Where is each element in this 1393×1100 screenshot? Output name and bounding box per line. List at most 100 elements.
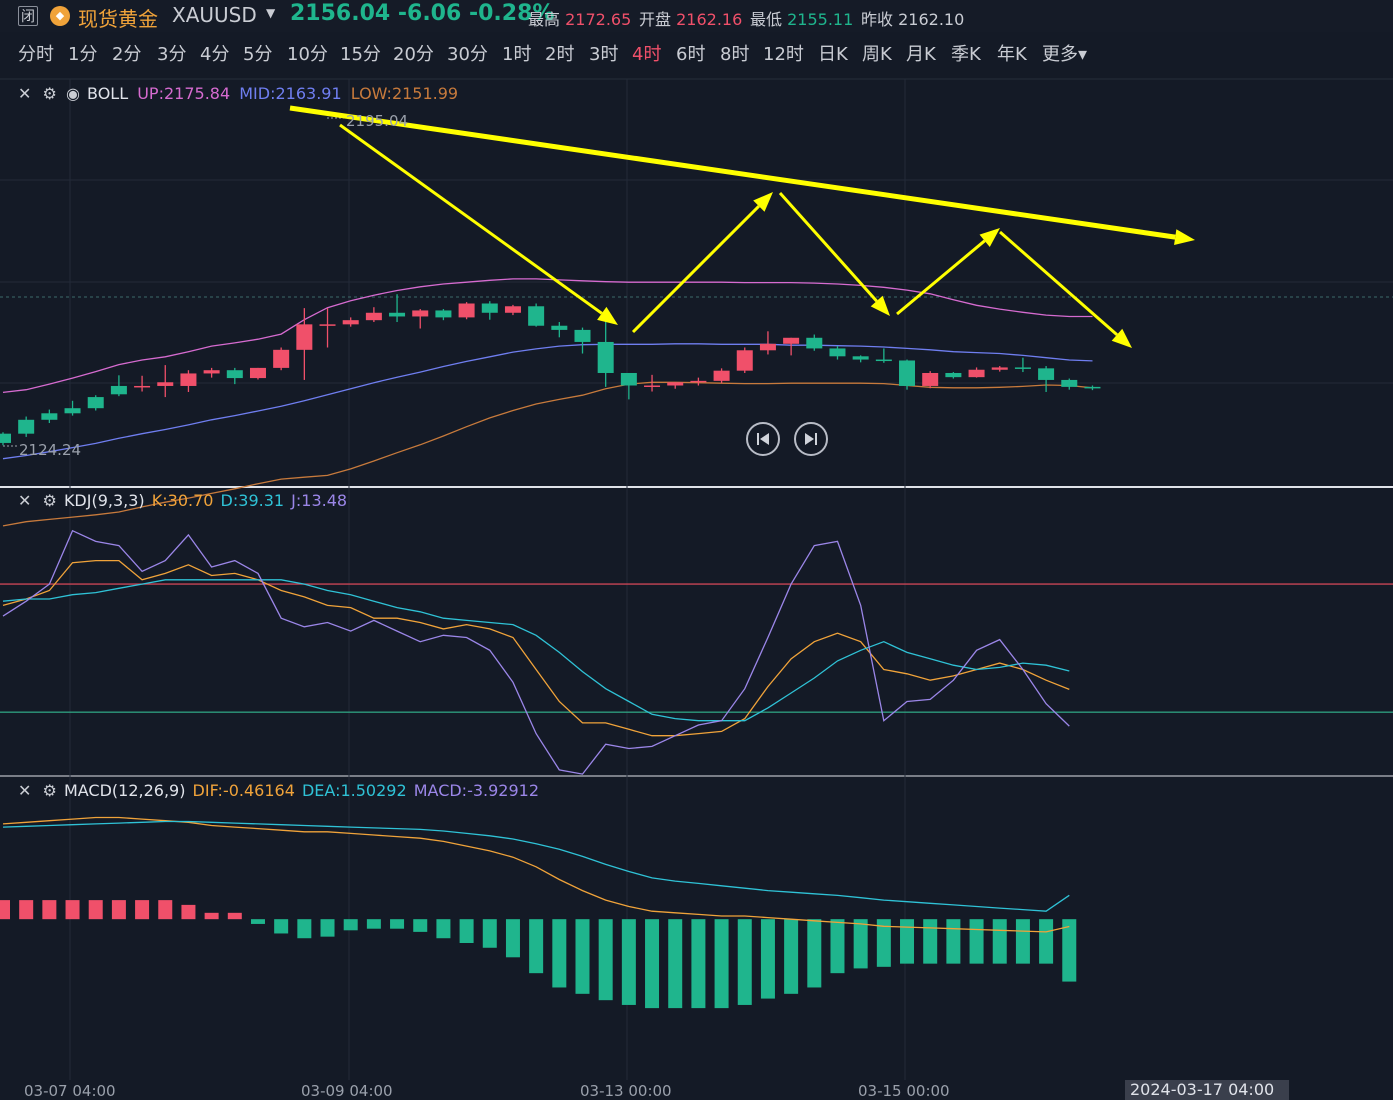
candle-body <box>458 303 475 318</box>
macd-histogram-bar <box>343 919 358 931</box>
arrow-shaft <box>778 192 878 303</box>
candle <box>1084 385 1101 391</box>
candle-body <box>783 337 800 344</box>
candle-body <box>157 382 174 386</box>
macd-histogram-bar <box>181 904 196 920</box>
candle-body <box>1038 368 1055 380</box>
candle <box>110 375 127 397</box>
tab-12时[interactable]: 12时 <box>763 44 804 65</box>
close-icon[interactable]: ✕ <box>18 84 32 103</box>
candle <box>157 365 174 398</box>
stat-open: 开盘 2162.16 <box>639 10 743 29</box>
close-icon[interactable]: ✕ <box>18 491 32 510</box>
gear-icon[interactable]: ⚙ <box>42 781 57 800</box>
candle-body <box>991 367 1008 370</box>
candle <box>713 368 730 384</box>
arrow-shaft <box>896 239 986 316</box>
macd-histogram-bar <box>575 919 590 994</box>
candle-body <box>713 370 730 381</box>
tab-10分[interactable]: 10分 <box>287 44 328 65</box>
macd-histogram-bar <box>737 919 752 1005</box>
tab-年K[interactable]: 年K <box>997 44 1027 65</box>
tab-3分[interactable]: 3分 <box>157 44 187 65</box>
tab-1时[interactable]: 1时 <box>502 44 532 65</box>
boll-legend: ✕ ⚙ ◉ BOLL UP:2175.84 MID:2163.91 LOW:21… <box>18 84 458 103</box>
macd-histogram-bar <box>111 900 126 920</box>
candle-body <box>1014 367 1031 369</box>
tab-4时[interactable]: 4时 <box>632 44 662 65</box>
macd-histogram-bar <box>297 919 312 939</box>
candle-body <box>87 397 104 409</box>
tab-5分[interactable]: 5分 <box>243 44 273 65</box>
x-axis-label: 03-09 04:00 <box>301 1082 393 1100</box>
candle-body <box>968 369 985 378</box>
candle <box>852 355 869 363</box>
macd-histogram-bar <box>436 919 451 939</box>
macd-histogram-bar <box>923 919 938 964</box>
macd-histogram-value: MACD:-3.92912 <box>413 781 540 800</box>
timeframe-tabs: 分时 1分 2分 3分 4分 5分 10分 15分 20分 30分 1时 2时 3时 4时 6时 8时 12时日… <box>0 34 1393 74</box>
candle-body <box>365 312 382 321</box>
close-chart-button[interactable]: 闭 <box>18 6 38 26</box>
candle-body <box>319 324 336 326</box>
macd-histogram-bar <box>42 900 57 920</box>
gear-icon[interactable]: ⚙ <box>42 84 57 103</box>
tab-月K[interactable]: 月K <box>906 44 936 65</box>
arrow-head <box>979 228 1000 247</box>
step-back-button[interactable] <box>746 422 780 456</box>
candle <box>134 375 151 392</box>
tab-周K[interactable]: 周K <box>862 44 892 65</box>
arrow-head <box>597 306 618 325</box>
tab-3时[interactable]: 3时 <box>589 44 619 65</box>
candle-body <box>922 372 939 386</box>
close-icon[interactable]: ✕ <box>18 781 32 800</box>
candle <box>504 304 521 316</box>
kdj-j-line <box>2 529 1070 775</box>
candle-body <box>852 356 869 360</box>
macd-histogram-bar <box>598 919 613 1001</box>
tab-分时[interactable]: 分时 <box>18 44 54 65</box>
candle <box>620 372 637 400</box>
price-value: 2156.04 <box>290 1 391 26</box>
arrow-head <box>870 295 890 316</box>
macd-histogram-bar <box>459 919 474 943</box>
gear-icon[interactable]: ⚙ <box>42 491 57 510</box>
macd-histogram-bar <box>830 919 845 974</box>
eye-icon[interactable]: ◉ <box>65 84 80 103</box>
tab-30分[interactable]: 30分 <box>447 44 488 65</box>
boll-mid-value: MID:2163.91 <box>239 84 342 103</box>
candle <box>435 309 452 321</box>
tab-4分[interactable]: 4分 <box>200 44 230 65</box>
macd-histogram-bar <box>714 919 729 1009</box>
x-axis-label: 03-07 04:00 <box>24 1082 116 1100</box>
tab-15分[interactable]: 15分 <box>340 44 381 65</box>
macd-histogram-bar <box>621 919 636 1005</box>
tab-2时[interactable]: 2时 <box>545 44 575 65</box>
tab-20分[interactable]: 20分 <box>393 44 434 65</box>
step-forward-button[interactable] <box>794 422 828 456</box>
instrument-symbol[interactable]: XAUUSD <box>172 3 257 27</box>
macd-histogram-bar <box>1015 919 1030 964</box>
tab-更多[interactable]: 更多▾ <box>1042 44 1088 65</box>
candle-body <box>412 310 429 317</box>
tab-1分[interactable]: 1分 <box>68 44 98 65</box>
chevron-down-icon[interactable]: ▼ <box>266 6 276 20</box>
tab-日K[interactable]: 日K <box>818 44 848 65</box>
macd-histogram-bar <box>1062 919 1077 982</box>
tab-8时[interactable]: 8时 <box>720 44 750 65</box>
candle-body <box>18 419 35 434</box>
candle-body <box>0 433 11 443</box>
macd-histogram-bar <box>900 919 915 964</box>
arrow-head <box>753 192 773 212</box>
tab-6时[interactable]: 6时 <box>676 44 706 65</box>
arrow-shaft <box>339 123 603 315</box>
candle-body <box>945 372 962 378</box>
candle <box>829 346 846 360</box>
candle <box>64 400 81 416</box>
tab-2分[interactable]: 2分 <box>112 44 142 65</box>
candle-body <box>620 372 637 386</box>
tab-季K[interactable]: 季K <box>951 44 981 65</box>
candle-body <box>296 324 313 350</box>
arrow-head <box>1174 229 1195 246</box>
